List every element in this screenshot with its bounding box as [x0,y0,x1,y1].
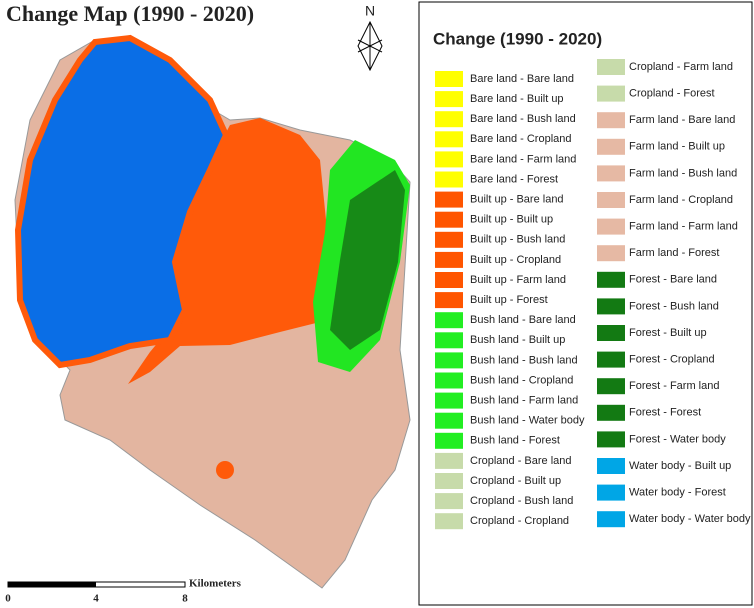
legend-swatch [597,112,625,129]
legend-label: Built up - Bush land [470,234,565,246]
legend-swatch [435,191,463,208]
legend-swatch [435,91,463,108]
legend-swatch [435,312,463,329]
north-arrow: N [357,3,383,72]
legend-label: Cropland - Forest [629,88,715,100]
built-up-area [128,118,330,384]
legend-label: Forest - Forest [629,407,701,419]
legend-swatch [435,131,463,148]
legend-label: Cropland - Cropland [470,515,569,527]
legend-swatch [597,138,625,155]
legend-swatch [435,452,463,469]
legend-swatch [435,251,463,268]
legend-swatch [597,218,625,235]
legend-swatch [597,271,625,288]
map-title: Change Map (1990 - 2020) [6,1,254,26]
legend-label: Built up - Forest [470,294,548,306]
legend-swatch [435,231,463,248]
legend-label: Bare land - Cropland [470,133,572,145]
legend-label: Built up - Bare land [470,194,564,206]
legend-swatch [435,372,463,389]
legend-label: Cropland - Bare land [470,455,572,467]
legend-swatch [597,404,625,421]
legend-swatch [597,325,625,341]
legend-label: Bare land - Bush land [470,113,576,125]
legend-label: Water body - Water body [629,513,751,525]
legend-label: Farm land - Forest [629,247,719,259]
legend-label: Farm land - Cropland [629,194,733,206]
forest-area [330,170,405,350]
legend-label: Forest - Bare land [629,274,717,286]
legend-label: Built up - Cropland [470,254,561,266]
legend-label: Water body - Built up [629,460,731,472]
legend-swatch [435,473,463,489]
legend-label: Cropland - Farm land [629,61,733,73]
legend-label: Bush land - Bush land [470,354,578,366]
legend-swatch [435,432,463,449]
legend-label: Forest - Built up [629,327,707,339]
legend-swatch [597,192,625,208]
legend-label: Built up - Built up [470,214,553,226]
scale-label: 4 [93,593,99,605]
legend-label: Water body - Forest [629,487,726,499]
legend-label: Bush land - Bare land [470,314,576,326]
legend-swatch [597,511,625,528]
legend-label: Cropland - Built up [470,475,561,487]
legend-label: Farm land - Bare land [629,114,735,126]
legend-label: Bare land - Forest [470,173,558,185]
legend-frame [418,1,753,606]
legend-label: Farm land - Bush land [629,167,737,179]
legend-label: Bare land - Built up [470,93,564,105]
legend-label: Forest - Farm land [629,380,719,392]
legend-label: Farm land - Farm land [629,221,738,233]
legend-label: Farm land - Built up [629,141,725,153]
legend-swatch [597,85,625,102]
legend-swatch [435,211,463,228]
urban-patch [216,461,234,479]
legend-label: Cropland - Bush land [470,495,573,507]
scale-label: 0 [5,593,11,605]
legend-label: Bush land - Farm land [470,395,578,407]
legend-label: Bare land - Bare land [470,73,574,85]
legend-label: Forest - Water body [629,433,726,445]
legend-swatch [597,351,625,368]
legend-swatch [435,71,463,87]
legend-swatch [435,513,463,530]
scale-unit: Kilometers [189,578,242,590]
scale-label: 8 [182,593,188,605]
legend-swatch [435,171,463,188]
legend-swatch [597,458,625,474]
legend-swatch [435,412,463,429]
legend-swatch [435,392,463,409]
legend: Bare land - Bare land Bare land - Built u… [435,59,751,530]
map [14,34,411,589]
legend-title: Change (1990 - 2020) [433,29,602,48]
north-label: N [365,3,375,19]
legend-label: Forest - Cropland [629,354,715,366]
legend-label: Bush land - Built up [470,334,565,346]
scale-bar: 0 4 8 Kilometers [5,578,241,605]
legend-label: Bare land - Farm land [470,153,576,165]
legend-swatch [435,332,463,349]
legend-swatch [597,245,625,262]
legend-swatch [435,272,463,288]
legend-label: Bush land - Forest [470,435,560,447]
legend-swatch [435,493,463,510]
legend-swatch [597,378,625,395]
legend-label: Bush land - Cropland [470,374,573,386]
legend-label: Bush land - Water body [470,415,585,427]
legend-swatch [597,484,625,501]
legend-swatch [597,431,625,448]
legend-swatch [435,352,463,369]
lake [14,34,230,369]
legend-swatch [435,111,463,128]
legend-swatch [435,151,463,168]
legend-label: Forest - Bush land [629,300,719,312]
legend-label: Built up - Farm land [470,274,566,286]
legend-swatch [597,165,625,182]
legend-swatch [597,59,625,75]
legend-swatch [435,292,463,309]
legend-swatch [597,298,625,315]
